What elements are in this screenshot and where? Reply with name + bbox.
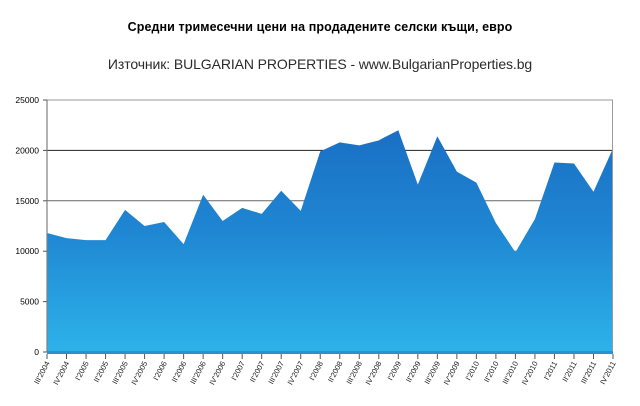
chart-title: Средни тримесечни цени на продадените се… (127, 20, 513, 34)
x-axis-ticks-group (46, 354, 614, 359)
y-axis-tick-label: 10000 (15, 246, 39, 256)
plot-area-container: 0 5000 10000 15000 20000 25000 III'2004 IV'200… (0, 92, 640, 406)
y-axis-ticks-group: 0 5000 10000 15000 20000 25000 (15, 95, 47, 357)
y-axis-tick-label: 15000 (15, 196, 39, 206)
y-axis-tick-label: 25000 (15, 95, 39, 105)
y-axis-tick-label: 20000 (15, 145, 39, 155)
data-area-group (47, 130, 613, 352)
chart-subtitle-source: Източник: BULGARIAN PROPERTIES - www.Bul… (107, 56, 533, 72)
area-series-fill (47, 130, 613, 352)
y-axis-tick-label: 0 (34, 347, 39, 357)
y-axis-tick-label: 5000 (20, 297, 39, 307)
